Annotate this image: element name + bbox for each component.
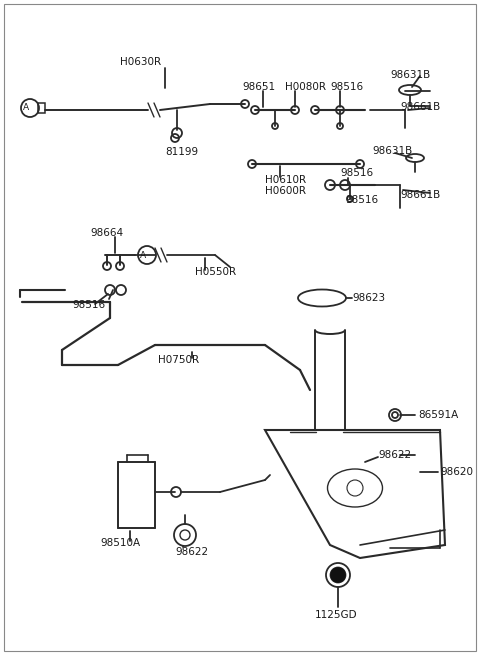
Text: 98516: 98516 <box>72 300 105 310</box>
Text: A: A <box>23 103 29 113</box>
Text: 98516: 98516 <box>330 82 363 92</box>
Text: H0750R: H0750R <box>158 355 199 365</box>
Text: 98661B: 98661B <box>400 190 440 200</box>
Text: H0610R: H0610R <box>265 175 306 185</box>
Circle shape <box>330 567 346 583</box>
Text: 98631B: 98631B <box>372 146 412 156</box>
Polygon shape <box>265 430 445 558</box>
Text: H0080R: H0080R <box>285 82 326 92</box>
Text: 98620: 98620 <box>440 467 473 477</box>
Text: 98631B: 98631B <box>390 70 430 80</box>
Text: 98622: 98622 <box>175 547 208 557</box>
Text: 98664: 98664 <box>90 228 123 238</box>
Text: H0550R: H0550R <box>195 267 236 277</box>
Bar <box>38 103 45 113</box>
Text: H0600R: H0600R <box>265 186 306 196</box>
Text: 86591A: 86591A <box>418 410 458 420</box>
Text: 98516: 98516 <box>345 195 378 205</box>
Text: 98661B: 98661B <box>400 102 440 112</box>
Text: H0630R: H0630R <box>120 57 161 67</box>
Text: 98622: 98622 <box>378 450 411 460</box>
Text: 98623: 98623 <box>352 293 385 303</box>
Text: 1125GD: 1125GD <box>315 610 358 620</box>
Text: 81199: 81199 <box>165 147 198 157</box>
Text: 98651: 98651 <box>242 82 275 92</box>
Text: 98510A: 98510A <box>100 538 140 548</box>
Text: A: A <box>140 250 146 259</box>
Text: 98516: 98516 <box>340 168 373 178</box>
